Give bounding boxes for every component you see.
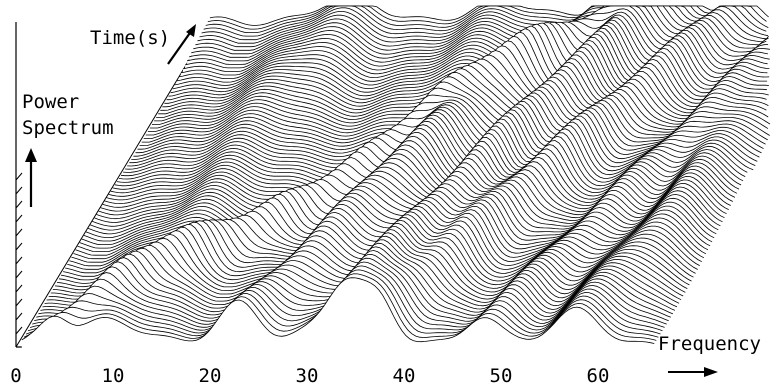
spectrum-trace [143,68,769,139]
power-axis-hatch [15,214,23,223]
spectrum-trace [93,153,727,223]
spectrum-trace [96,149,729,220]
x-tick-label-0: 0 [10,365,21,387]
x-tick-label-60: 60 [587,365,610,387]
x-tick-label-40: 40 [393,365,416,387]
spectrum-trace [85,170,719,238]
x-tick-label-20: 20 [199,365,222,387]
spectrum-trace [197,5,768,48]
power-axis-label-line1: Power [22,91,79,113]
frequency-axis-ticks: 0 10 20 30 40 50 60 [10,365,609,387]
spectrum-trace [141,71,767,143]
frequency-arrow-icon [668,367,718,377]
spectrum-trace [195,5,770,51]
spectrum-trace [100,140,733,212]
spectrum-trace [98,144,731,216]
axis-labels: Time(s) Power Spectrum Frequency [22,24,761,377]
power-axis-hatch [15,172,23,181]
spectrum-trace [201,5,769,41]
time-axis-line [15,21,213,348]
power-axis-hatch [15,256,23,265]
spectrum-trace [79,183,713,249]
spectrum-trace [89,162,723,231]
spectrum-trace [114,115,748,187]
spectrum-trace [199,5,770,44]
spectrum-trace [77,186,711,252]
power-axis-hatch [15,298,23,307]
spectrum-trace [193,5,768,55]
spectrum-trace [108,125,742,197]
trace-fill [21,277,655,349]
power-axis-hatch [15,284,23,293]
spectrum-trace [116,112,754,183]
power-axis-hatch [15,200,23,209]
spectrum-trace [174,22,769,86]
x-tick-label-50: 50 [490,365,513,387]
spectrum-trace [75,190,709,256]
frequency-axis-label: Frequency [658,333,761,355]
spectrum-trace [87,166,721,235]
spectrum-trace [176,19,767,83]
spectrum-trace [21,277,655,344]
power-axis-hatch [15,242,23,251]
spectrum-trace [102,136,736,208]
spectrum-trace [137,81,771,150]
power-arrow-icon [25,148,37,207]
spectrum-trace [172,22,767,90]
power-axis-hatch [15,270,23,279]
time-arrow-icon [167,24,196,65]
power-axis-hatch [15,312,23,321]
spectrum-trace [81,179,715,245]
spectrum-trace [110,121,744,194]
spectrum-trace [83,175,717,242]
x-tick-label-30: 30 [296,365,319,387]
power-axis-hatch [15,326,23,335]
spectrum-trace [112,118,746,190]
time-axis-label: Time(s) [90,27,170,49]
spectrum-trace [191,5,770,58]
spectrum-trace [106,129,740,201]
spectrum-traces [21,5,782,349]
spectrum-trace [118,109,756,180]
x-tick-label-10: 10 [102,365,125,387]
power-axis-ticks [15,172,23,335]
spectrum-trace [91,157,725,227]
power-axis-hatch [15,186,23,195]
spectrum-trace [104,132,738,205]
power-axis-hatch [15,228,23,237]
spectrum-trace [139,76,769,146]
power-axis-label-line2: Spectrum [22,117,114,139]
